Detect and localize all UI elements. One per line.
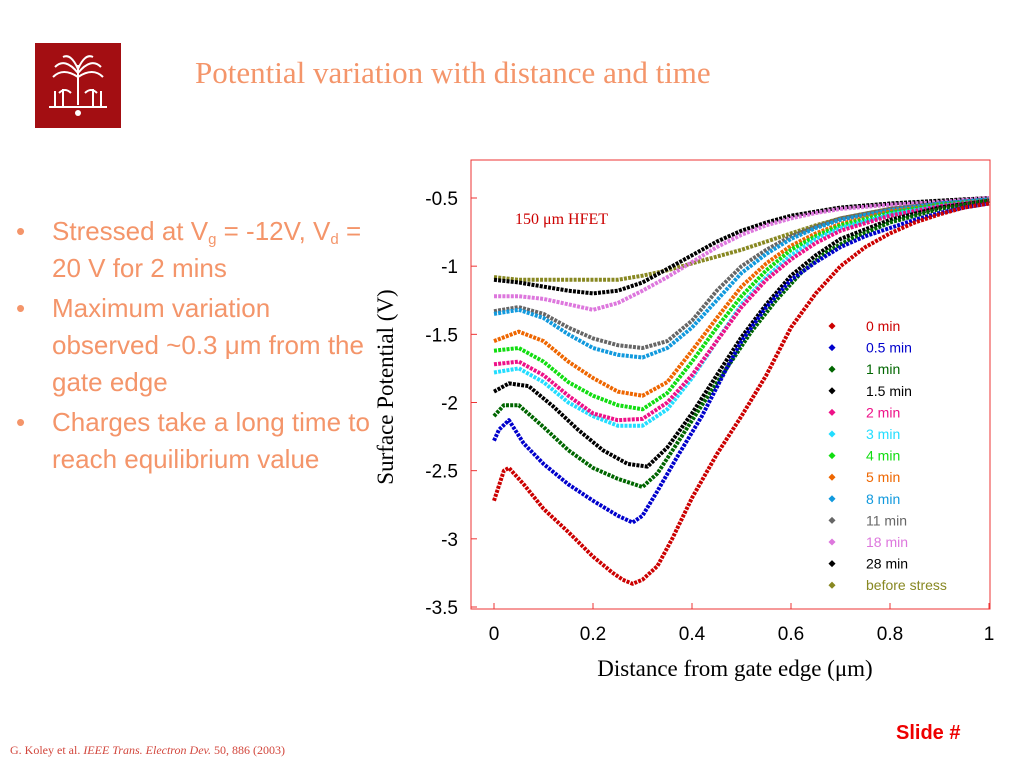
legend-label: 4 min [866, 448, 900, 464]
legend-marker [828, 538, 836, 546]
tick-labels: 0 0.2 0.4 0.6 0.8 1 -0.5 -1 -1.5 -2 -2.5 -3 -3.5 [425, 189, 994, 645]
legend-marker [828, 560, 836, 568]
bullet-text: Stressed at Vg = -12V, Vd = 20 V for 2 m… [52, 216, 362, 283]
x-tick-label: 0.8 [877, 624, 903, 645]
series-line [492, 198, 990, 489]
series-line [492, 201, 990, 586]
bullet-dot: • [16, 293, 26, 323]
y-tick-label: -1 [441, 257, 458, 278]
legend-label: before stress [866, 577, 947, 593]
x-tick-label: 0.4 [679, 624, 706, 645]
legend-label: 0.5 min [866, 340, 912, 356]
legend-label: 11 min [866, 512, 907, 528]
bullet-dot: • [16, 407, 26, 437]
legend-label: 2 min [866, 404, 900, 420]
legend-label: 0 min [866, 318, 900, 334]
legend-marker [828, 495, 836, 503]
y-tick-label: -2.5 [425, 462, 458, 483]
legend-marker [828, 408, 836, 416]
legend-label: 18 min [866, 534, 908, 550]
legend-label: 5 min [866, 469, 900, 485]
legend-label: 1.5 min [866, 383, 912, 399]
legend-marker [828, 452, 836, 460]
legend-label: 1 min [866, 361, 900, 377]
legend-label: 28 min [866, 556, 908, 572]
series-line [493, 198, 990, 469]
y-tick-label: -3 [441, 530, 458, 551]
slide-number: Slide # [896, 722, 961, 744]
x-tick-label: 0.2 [580, 624, 606, 645]
series-line [493, 198, 990, 398]
bullet-item: • Maximum variation observed ~0.3 μm fro… [15, 290, 370, 401]
legend-marker [828, 387, 836, 395]
legend-marker [828, 365, 836, 373]
chart-annotation: 150 μm HFET [515, 211, 608, 228]
series-line [493, 197, 990, 360]
plot-frame [470, 159, 991, 610]
bullet-text: Maximum variation observed ~0.3 μm from … [52, 293, 364, 397]
bullet-dot: • [16, 216, 26, 246]
legend-marker [828, 473, 836, 481]
university-seal-icon [49, 55, 107, 116]
y-axis-label: Surface Potential (V) [373, 289, 398, 484]
bullet-text: Charges take a long time to reach equili… [52, 407, 370, 474]
legend-marker [828, 430, 836, 438]
bullet-item: • Stressed at Vg = -12V, Vd = 20 V for 2… [15, 213, 370, 287]
legend: 0 min 0.5 min 1 min 1.5 min 2 min 3 min 4 min 5… [828, 318, 947, 593]
legend-marker [828, 344, 836, 352]
y-tick-label: -0.5 [425, 189, 458, 210]
legend-marker [828, 322, 836, 330]
series-line [493, 197, 990, 350]
series-line [494, 196, 990, 312]
x-axis-label: Distance from gate edge (μm) [597, 656, 872, 681]
legend-label: 3 min [866, 426, 900, 442]
citation: G. Koley et al. IEEE Trans. Electron Dev… [10, 743, 285, 757]
slide-title: Potential variation with distance and ti… [195, 55, 711, 90]
x-tick-label: 0 [489, 624, 500, 645]
y-tick-label: -1.5 [425, 325, 458, 346]
series-layer [492, 196, 990, 586]
x-tick-label: 0.6 [778, 624, 804, 645]
series-line [493, 198, 990, 423]
axis-ticks [471, 197, 990, 609]
series-line [492, 201, 990, 525]
legend-marker [828, 516, 836, 524]
legend-marker [828, 581, 836, 589]
bullet-list: • Stressed at Vg = -12V, Vd = 20 V for 2… [15, 213, 370, 481]
y-tick-label: -3.5 [425, 598, 458, 619]
y-tick-label: -2 [441, 394, 458, 415]
university-logo [35, 43, 121, 128]
series-line [493, 198, 990, 412]
x-tick-label: 1 [984, 624, 995, 645]
bullet-item: • Charges take a long time to reach equi… [15, 404, 370, 478]
legend-label: 8 min [866, 491, 900, 507]
